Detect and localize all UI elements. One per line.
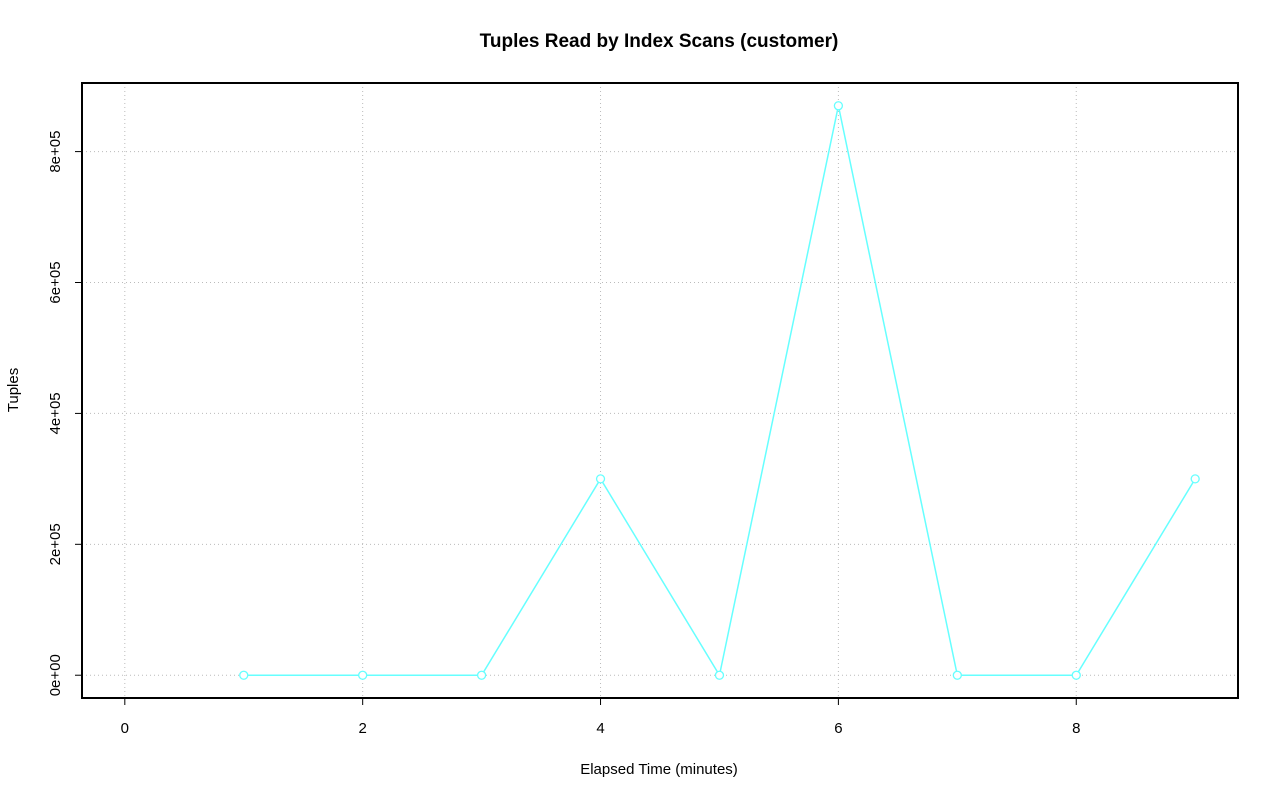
data-point bbox=[239, 670, 249, 680]
plot-frame bbox=[81, 82, 1239, 699]
x-tick-label: 0 bbox=[121, 720, 129, 737]
x-tick-label: 6 bbox=[834, 720, 842, 737]
data-line bbox=[243, 105, 1196, 678]
x-tick-label: 8 bbox=[1072, 720, 1080, 737]
data-point bbox=[714, 670, 725, 680]
y-axis-label: Tuples bbox=[5, 368, 22, 412]
y-tick-label: 6e+05 bbox=[47, 261, 64, 303]
y-tick-label: 4e+05 bbox=[47, 392, 64, 434]
y-tick-label: 8e+05 bbox=[47, 131, 64, 173]
y-tick-label: 0e+00 bbox=[47, 654, 64, 696]
x-tick-label: 4 bbox=[596, 720, 604, 737]
data-point bbox=[358, 670, 368, 680]
data-point bbox=[952, 670, 962, 680]
data-point bbox=[833, 101, 844, 111]
data-point bbox=[1071, 670, 1081, 680]
x-axis-label: Elapsed Time (minutes) bbox=[580, 761, 738, 778]
data-point bbox=[595, 474, 606, 484]
data-point bbox=[1190, 474, 1200, 484]
y-tick-label: 2e+05 bbox=[47, 523, 64, 565]
data-point bbox=[476, 670, 487, 680]
x-tick-label: 2 bbox=[359, 720, 367, 737]
chart-title: Tuples Read by Index Scans (customer) bbox=[480, 31, 839, 52]
